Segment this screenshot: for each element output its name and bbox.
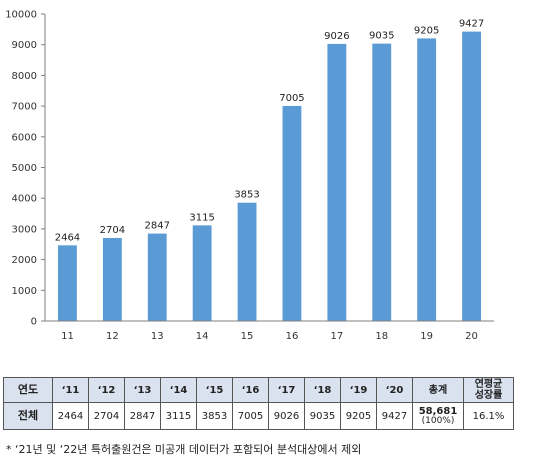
year-cell: ‘12 [88,377,125,403]
data-label: 2464 [55,232,80,243]
y-tick-label: 1000 [12,286,37,297]
table-header-row: 연도 ‘11 ‘12 ‘13 ‘14 ‘15 ‘16 ‘17 ‘18 ‘19 ‘… [3,377,514,403]
y-tick-label: 9000 [12,40,37,51]
cagr-cell: 16.1% [463,402,514,430]
total-cell: 58,681 (100%) [412,402,464,430]
y-tick-label: 2000 [12,255,37,266]
total-value: 58,681 [418,405,458,417]
bars: 2464 2704 2847 3115 3853 7005 9026 9035 9205 9427 [55,19,484,322]
footnote: * ‘21년 및 ‘22년 특허출원건은 미공개 데이터가 포함되어 분석대상에… [6,443,362,456]
data-label: 9427 [459,19,484,30]
x-tick-label: 12 [106,331,119,342]
bar [102,237,122,321]
year-cell: ‘14 [160,377,197,403]
y-tick-label: 8000 [12,71,37,82]
cagr-header: 연평균 성장률 [463,377,514,403]
y-tick-label: 5000 [12,163,37,174]
value-cell: 2464 [52,402,89,430]
bar [192,225,212,321]
x-tick-label: 14 [196,331,209,342]
x-tick-label: 17 [330,331,343,342]
data-label: 3853 [234,190,259,201]
bar [282,105,302,321]
table-data-row: 전체 2464 2704 2847 3115 3853 7005 9026 90… [3,402,514,430]
data-label: 9035 [369,31,394,42]
y-tick-label: 6000 [12,132,37,143]
value-cell: 7005 [232,402,269,430]
year-cell: ‘18 [304,377,341,403]
x-tick-label: 20 [465,331,478,342]
value-cell: 3115 [160,402,197,430]
cagr-header-line2: 성장률 [474,390,503,401]
y-tick-label: 4000 [12,194,37,205]
year-cell: ‘20 [376,377,413,403]
bar [147,233,167,321]
bar [372,43,392,322]
cagr-header-line1: 연평균 [474,379,503,390]
year-cell: ‘17 [268,377,305,403]
year-cell: ‘15 [196,377,233,403]
bar [417,38,437,322]
year-cell: ‘19 [340,377,377,403]
year-header: 연도 [3,377,53,403]
value-cell: 2704 [88,402,125,430]
bar [58,245,77,321]
bar [237,202,257,321]
value-cell: 9427 [376,402,413,430]
y-axis: 0 1000 2000 3000 4000 5000 6000 7000 8000 9000 100… [5,10,46,328]
x-tick-label: 19 [420,331,433,342]
y-tick-label: 10000 [5,10,37,21]
x-tick-label: 13 [151,331,164,342]
y-tick-label: 0 [31,317,37,328]
year-cell: ‘16 [232,377,269,403]
row-label: 전체 [3,402,53,430]
value-cell: 2847 [124,402,161,430]
x-tick-label: 16 [286,331,299,342]
data-label: 7005 [279,93,304,104]
summary-table: 연도 ‘11 ‘12 ‘13 ‘14 ‘15 ‘16 ‘17 ‘18 ‘19 ‘… [3,377,514,430]
x-tick-label: 18 [375,331,388,342]
data-label: 9026 [324,31,349,42]
data-label: 2847 [145,221,170,232]
x-axis: 11 12 13 14 15 16 17 18 19 20 [45,320,494,342]
value-cell: 3853 [196,402,233,430]
value-cell: 9035 [304,402,341,430]
y-tick-label: 3000 [12,224,37,235]
bar-chart: 0 1000 2000 3000 4000 5000 6000 7000 8000 9000 100… [5,10,494,342]
bar [462,31,481,322]
bar [327,43,347,322]
value-cell: 9205 [340,402,377,430]
total-percent: (100%) [421,415,455,426]
data-label: 3115 [189,212,214,223]
y-tick-label: 7000 [12,102,37,113]
value-cell: 9026 [268,402,305,430]
data-label: 9205 [414,25,439,36]
data-label: 2704 [100,225,125,236]
year-cell: ‘13 [124,377,161,403]
x-tick-label: 15 [241,331,254,342]
year-cell: ‘11 [52,377,89,403]
x-tick-label: 11 [61,331,74,342]
total-header: 총계 [412,377,464,403]
